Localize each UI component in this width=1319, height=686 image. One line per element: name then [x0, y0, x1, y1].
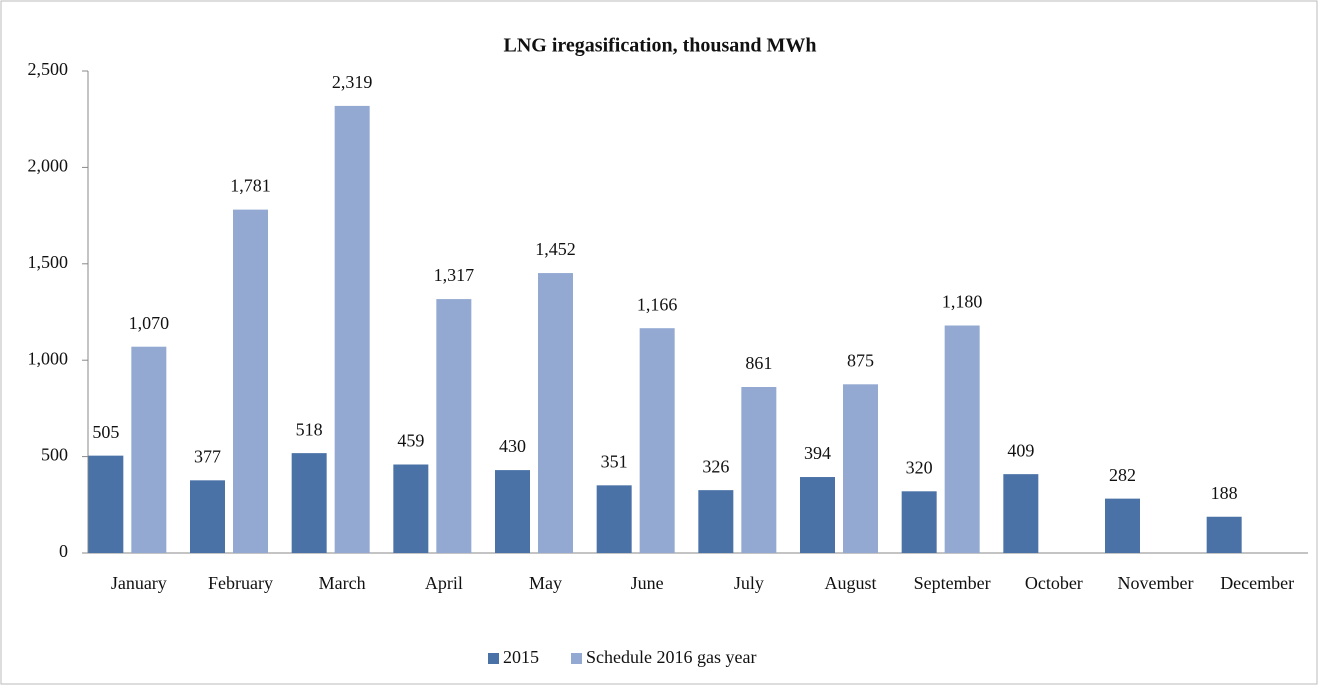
- bar: [596, 485, 632, 553]
- x-tick-label: November: [1118, 573, 1194, 593]
- value-label: 861: [745, 353, 772, 373]
- value-label: 1,317: [434, 265, 475, 285]
- value-label: 409: [1007, 440, 1034, 460]
- bar: [131, 346, 167, 553]
- y-tick-label: 1,500: [28, 252, 69, 272]
- x-tick-label: May: [529, 573, 562, 593]
- value-label: 518: [296, 419, 323, 439]
- value-label: 394: [804, 443, 831, 463]
- value-label: 1,452: [535, 239, 576, 259]
- bar: [698, 490, 734, 553]
- x-tick-label: October: [1025, 573, 1083, 593]
- x-tick-label: August: [824, 573, 876, 593]
- y-tick-label: 1,000: [28, 348, 69, 368]
- chart-title: LNG iregasification, thousand MWh: [504, 35, 817, 57]
- bar: [436, 299, 472, 553]
- bar: [291, 453, 327, 553]
- value-label: 320: [906, 457, 933, 477]
- bar: [538, 273, 573, 553]
- bar: [639, 328, 675, 553]
- bar: [495, 470, 530, 553]
- x-tick-label: June: [631, 573, 664, 593]
- bar: [1105, 498, 1140, 553]
- legend-swatch: [488, 653, 499, 664]
- bar: [88, 455, 124, 553]
- value-label: 459: [397, 431, 424, 451]
- y-tick-label: 500: [41, 445, 68, 465]
- legend-label: 2015: [503, 647, 539, 667]
- value-label: 505: [92, 422, 119, 442]
- bar: [800, 477, 835, 553]
- value-label: 430: [499, 436, 526, 456]
- value-label: 2,319: [332, 72, 373, 92]
- value-label: 326: [702, 456, 729, 476]
- bar: [334, 105, 370, 554]
- value-label: 1,166: [637, 294, 678, 314]
- x-tick-label: February: [208, 573, 273, 593]
- bar: [901, 491, 937, 553]
- bar: [393, 464, 429, 553]
- x-tick-label: April: [425, 573, 463, 593]
- bar: [190, 480, 225, 553]
- value-label: 1,781: [230, 176, 271, 196]
- x-tick-label: September: [914, 573, 991, 593]
- value-label: 377: [194, 446, 221, 466]
- x-tick-label: March: [319, 573, 366, 593]
- bar: [1206, 516, 1242, 553]
- y-tick-label: 2,000: [28, 156, 69, 176]
- bar: [843, 384, 878, 553]
- x-tick-label: January: [111, 573, 167, 593]
- value-label: 875: [847, 350, 874, 370]
- x-tick-label: December: [1220, 573, 1294, 593]
- bar: [1003, 474, 1039, 553]
- bar: [944, 325, 980, 553]
- value-label: 1,180: [942, 292, 983, 312]
- bar: [233, 209, 268, 553]
- y-tick-label: 2,500: [28, 59, 69, 79]
- legend-label: Schedule 2016 gas year: [586, 647, 756, 667]
- bar: [741, 386, 777, 553]
- value-label: 351: [601, 451, 628, 471]
- value-label: 1,070: [129, 313, 170, 333]
- value-label: 188: [1211, 483, 1238, 503]
- legend-swatch: [571, 653, 582, 664]
- value-label: 282: [1109, 465, 1136, 485]
- x-tick-label: July: [734, 573, 764, 593]
- y-tick-label: 0: [59, 541, 68, 561]
